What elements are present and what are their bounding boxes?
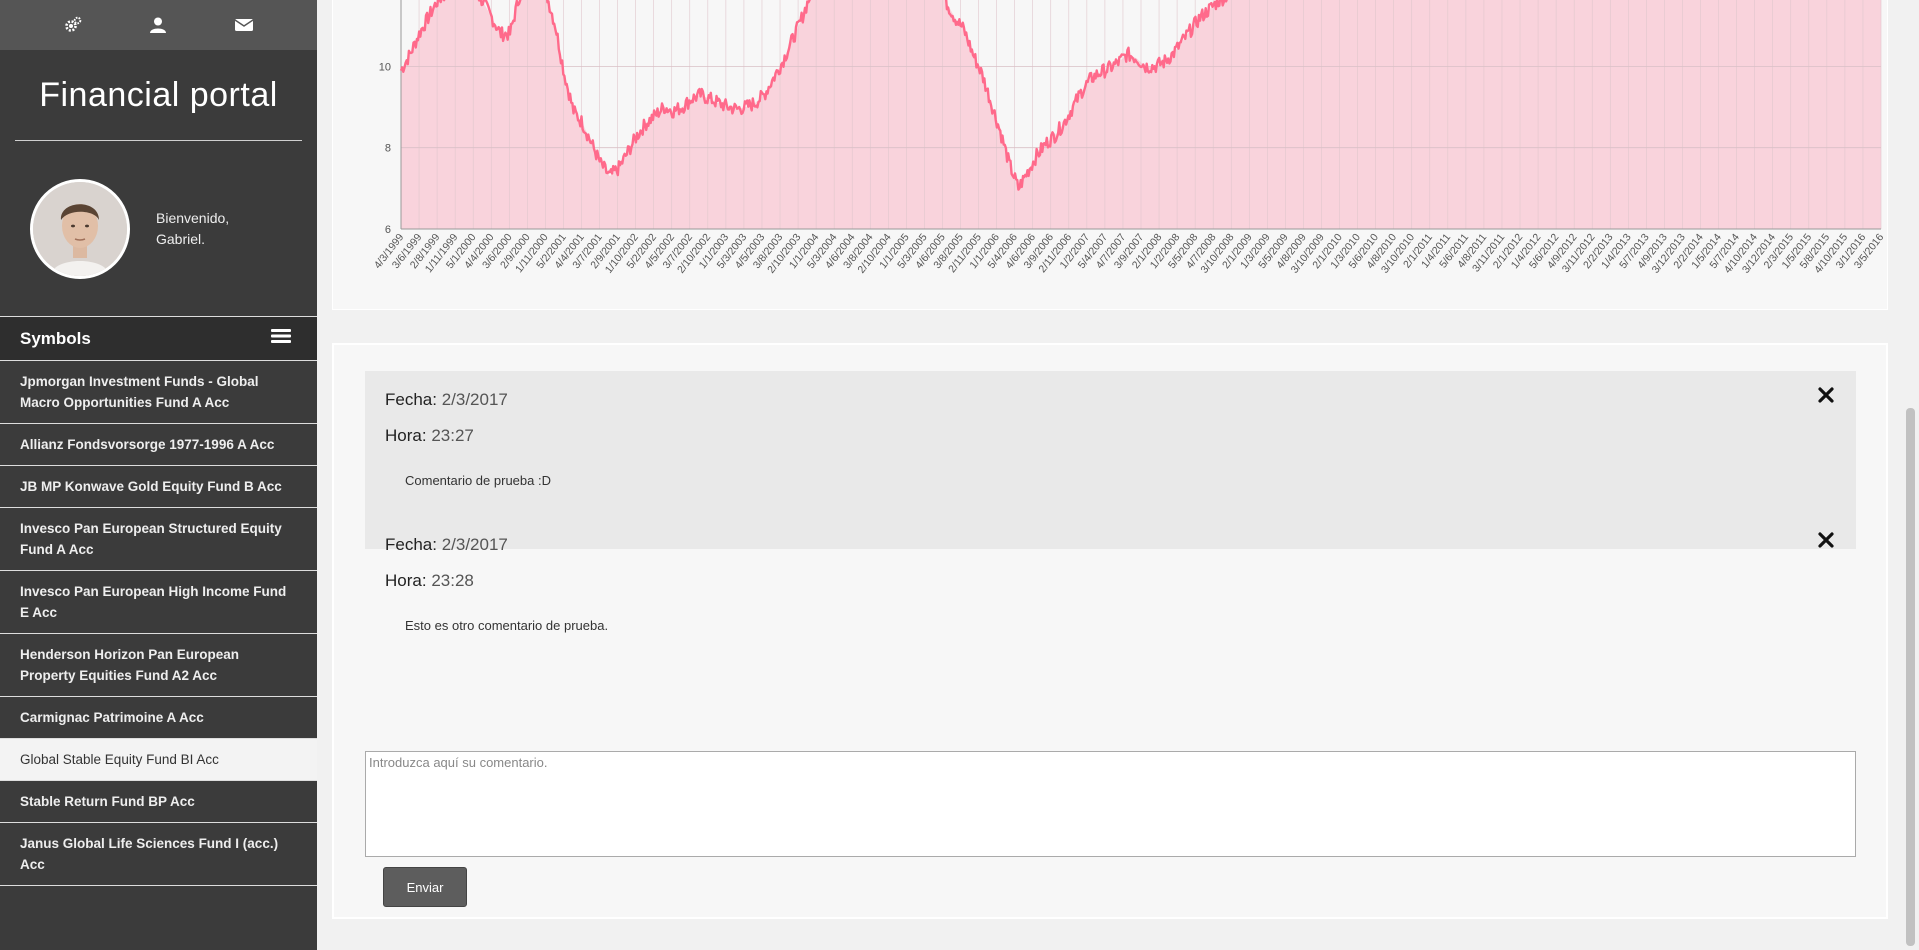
symbols-list: Jpmorgan Investment Funds - Global Macro… bbox=[0, 361, 317, 886]
menu-icon[interactable] bbox=[271, 328, 291, 349]
sidebar: Financial portal Bienvenido, Gabriel. Sy… bbox=[0, 0, 317, 950]
chart-y-tick-label: 10 bbox=[379, 61, 391, 73]
chart-unfilled-region bbox=[401, 0, 1221, 189]
comment-date: Fecha: 2/3/2017 bbox=[385, 535, 508, 554]
symbol-item[interactable]: Stable Return Fund BP Acc bbox=[0, 781, 317, 823]
cogs-icon[interactable] bbox=[53, 5, 93, 45]
comment-text: Esto es otro comentario de prueba. bbox=[405, 618, 609, 633]
comment-date-label: Fecha bbox=[385, 390, 433, 409]
avatar bbox=[30, 178, 130, 279]
user-profile: Bienvenido, Gabriel. bbox=[0, 141, 317, 316]
chart-y-tick-label: 6 bbox=[385, 224, 391, 236]
greeting: Bienvenido, Gabriel. bbox=[156, 208, 229, 250]
price-chart: 68104/3/19993/6/19992/8/19991/11/19995/1… bbox=[372, 0, 1886, 276]
symbol-item[interactable]: Henderson Horizon Pan European Property … bbox=[0, 634, 317, 697]
user-icon[interactable] bbox=[138, 5, 178, 45]
greeting-line-1: Bienvenido, bbox=[156, 209, 230, 226]
comment-date-label: Fecha bbox=[385, 535, 433, 554]
symbol-item[interactable]: Carmignac Patrimoine A Acc bbox=[0, 697, 317, 739]
symbol-item[interactable]: Allianz Fondsvorsorge 1977-1996 A Acc bbox=[0, 424, 317, 466]
greeting-user-name: Gabriel. bbox=[156, 230, 206, 247]
main-content: 6 8 10 4/3/1999 3/6/1999 2/8/1999 1/11/1999 5/1… bbox=[317, 0, 1902, 950]
comment-text: Comentario de prueba :D bbox=[405, 473, 551, 488]
chart-y-tick-label: 8 bbox=[385, 143, 391, 155]
envelope-icon[interactable] bbox=[224, 5, 264, 45]
comment-item: Fecha: 2/3/2017 Hora: 23:28 Esto es otro c… bbox=[365, 516, 1856, 694]
symbol-item[interactable]: Jpmorgan Investment Funds - Global Macro… bbox=[0, 361, 317, 424]
symbols-title: Symbols bbox=[20, 328, 91, 348]
comment-item: Fecha: 2/3/2017 Hora: 23:27 Comentario de … bbox=[365, 371, 1856, 549]
send-comment-button[interactable]: Enviar bbox=[383, 867, 467, 907]
scrollbar-thumb[interactable] bbox=[1906, 408, 1915, 946]
page-scrollbar[interactable] bbox=[1902, 0, 1919, 950]
comments-panel: Fecha: 2/3/2017 Hora: 23:27 Comentario de … bbox=[332, 343, 1888, 919]
comment-time-value: 23:27 bbox=[431, 426, 474, 445]
comment-time: Hora: 23:28 bbox=[385, 571, 474, 590]
delete-comment-icon[interactable] bbox=[1818, 387, 1834, 403]
symbol-item[interactable]: JB MP Konwave Gold Equity Fund B Acc bbox=[0, 466, 317, 508]
symbol-item[interactable]: Global Stable Equity Fund BI Acc bbox=[0, 739, 317, 781]
comment-input[interactable] bbox=[365, 751, 1856, 857]
comment-time: Hora: 23:27 bbox=[385, 426, 474, 445]
symbols-header: Symbols bbox=[0, 316, 317, 361]
symbol-item[interactable]: Invesco Pan European Structured Equity F… bbox=[0, 508, 317, 571]
sidebar-topbar bbox=[0, 0, 317, 50]
delete-comment-icon[interactable] bbox=[1818, 532, 1834, 548]
symbol-item[interactable]: Janus Global Life Sciences Fund I (acc.)… bbox=[0, 823, 317, 886]
comment-time-label: Hora bbox=[385, 571, 422, 590]
comment-date-value: 2/3/2017 bbox=[441, 535, 508, 554]
brand-title: Financial portal bbox=[39, 75, 278, 114]
brand-divider bbox=[15, 140, 302, 141]
comment-time-value: 23:28 bbox=[431, 571, 474, 590]
symbol-item[interactable]: Invesco Pan European High Income Fund E … bbox=[0, 571, 317, 634]
price-chart-panel: 6 8 10 4/3/1999 3/6/1999 2/8/1999 1/11/1999 5/1… bbox=[332, 0, 1888, 310]
comment-date: Fecha: 2/3/2017 bbox=[385, 390, 508, 409]
comment-time-label: Hora bbox=[385, 426, 422, 445]
chart-series-line bbox=[399, 0, 1228, 191]
comment-date-value: 2/3/2017 bbox=[441, 390, 508, 409]
